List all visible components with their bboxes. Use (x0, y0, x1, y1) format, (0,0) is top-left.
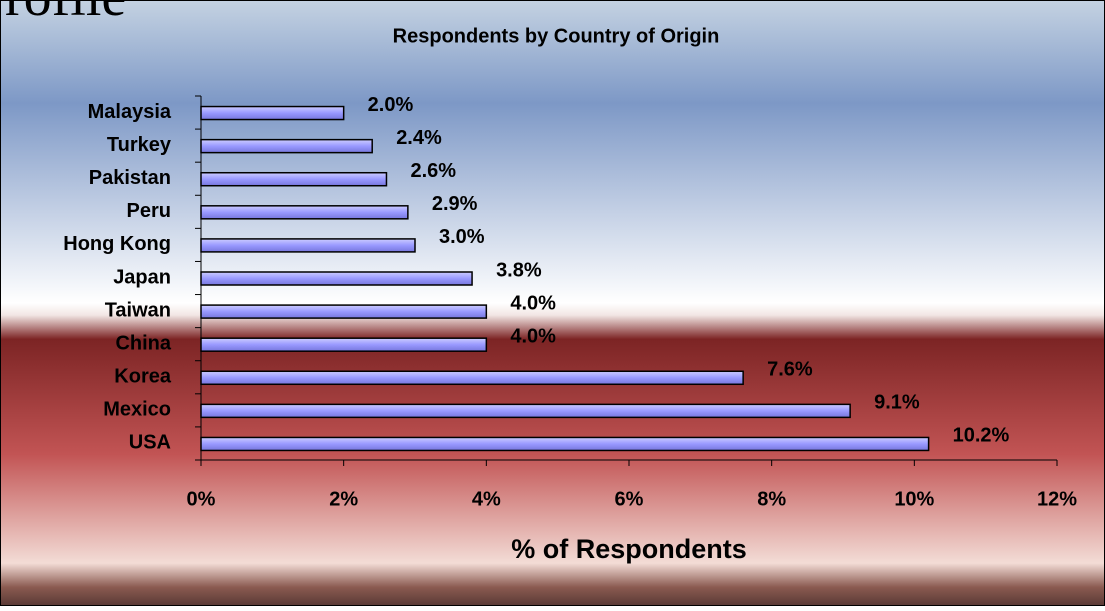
y-tick-label: USA (129, 432, 171, 454)
bar (200, 436, 930, 452)
bar (200, 337, 488, 352)
value-label: 9.1% (874, 392, 920, 414)
y-tick-label: Hong Kong (63, 233, 171, 255)
bar (200, 205, 409, 220)
y-tick-label: Taiwan (105, 299, 171, 321)
value-label: 3.0% (439, 226, 485, 248)
y-tick-label: Peru (127, 200, 171, 222)
y-tick-label: Turkey (107, 134, 172, 156)
bar (200, 403, 851, 419)
x-tick-label: 8% (757, 488, 786, 510)
bar (200, 238, 416, 253)
y-tick-label: Malaysia (88, 101, 172, 123)
value-label: 2.4% (396, 127, 442, 149)
chart-title: Respondents by Country of Origin (393, 25, 720, 47)
x-tick-label: 6% (615, 488, 644, 510)
y-tick-label: Japan (113, 266, 171, 288)
x-axis-label: % of Respondents (511, 534, 747, 564)
value-label: 4.0% (510, 325, 556, 347)
slide-title-fragment: rofile (5, 0, 126, 28)
y-tick-label: Korea (114, 366, 172, 388)
x-tick-label: 0% (187, 488, 216, 510)
value-label: 2.6% (410, 160, 456, 182)
value-label: 4.0% (510, 292, 556, 314)
bar (200, 138, 373, 154)
x-tick-label: 4% (472, 488, 501, 510)
value-label: 10.2% (953, 425, 1010, 447)
value-label: 3.8% (496, 259, 542, 281)
x-tick-label: 2% (329, 488, 358, 510)
bar (200, 171, 388, 187)
bar (200, 370, 744, 386)
y-tick-label: Pakistan (89, 167, 171, 189)
y-tick-label: China (115, 332, 171, 354)
value-label: 2.9% (432, 193, 478, 215)
x-tick-label: 10% (894, 488, 934, 510)
bar (200, 105, 345, 121)
value-label: 2.0% (368, 94, 414, 116)
bar (200, 304, 488, 319)
bar (200, 271, 473, 286)
y-tick-label: Mexico (103, 399, 171, 421)
value-label: 7.6% (767, 359, 813, 381)
x-tick-label: 12% (1037, 488, 1077, 510)
